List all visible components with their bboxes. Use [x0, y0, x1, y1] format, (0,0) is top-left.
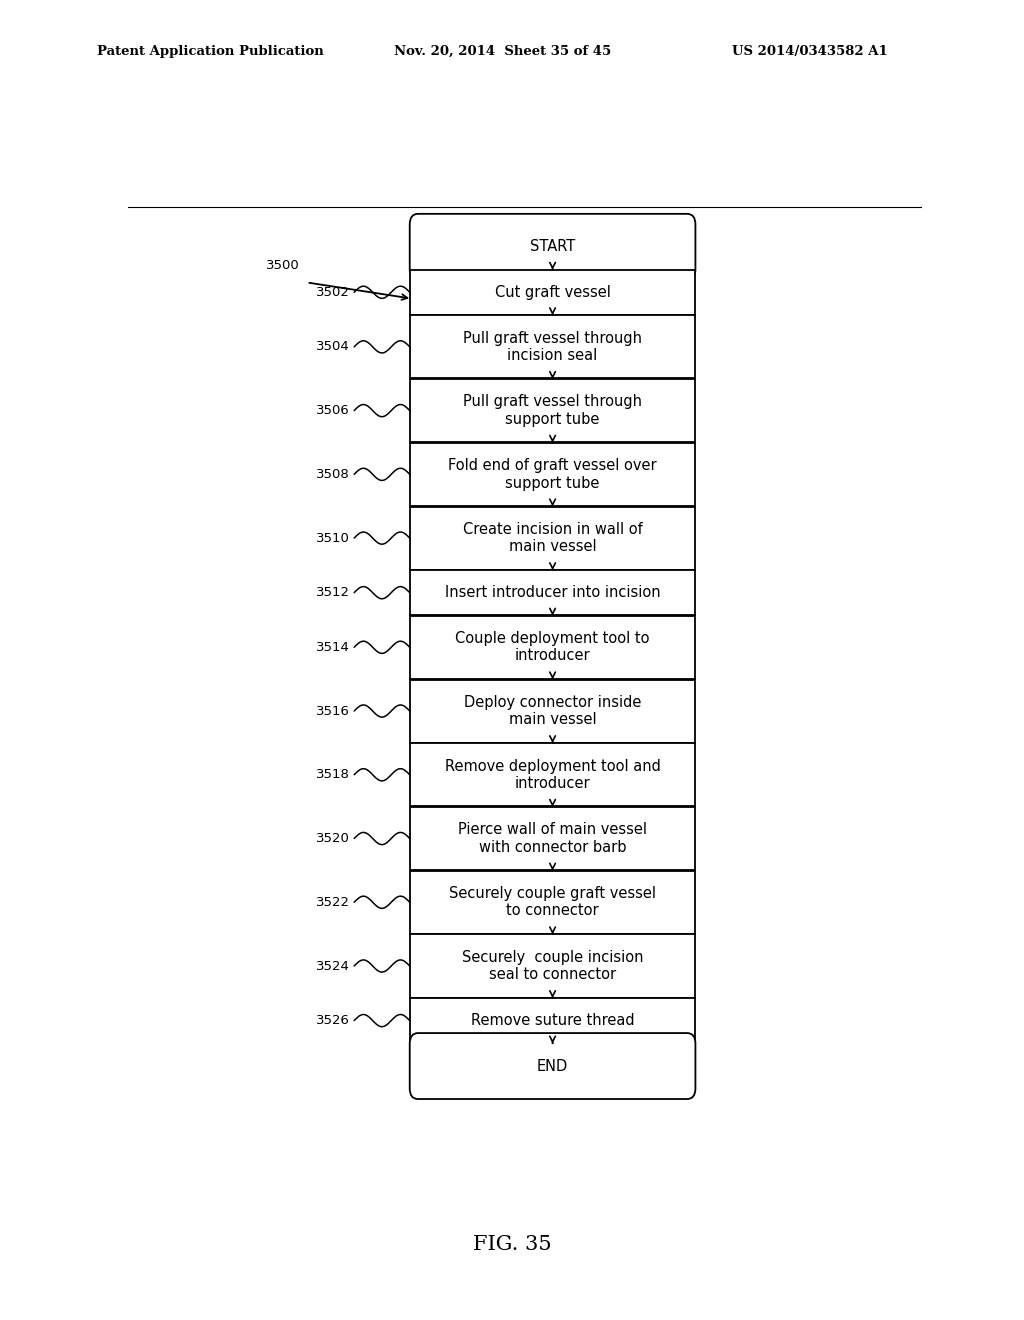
Bar — [410, 743, 695, 807]
Text: US 2014/0343582 A1: US 2014/0343582 A1 — [732, 45, 888, 58]
Bar — [410, 315, 695, 379]
Text: Cut graft vessel: Cut graft vessel — [495, 285, 610, 300]
Bar — [410, 570, 695, 615]
Text: Deploy connector inside
main vessel: Deploy connector inside main vessel — [464, 694, 641, 727]
Bar — [410, 998, 695, 1043]
FancyBboxPatch shape — [410, 1034, 695, 1100]
Text: 3518: 3518 — [316, 768, 350, 781]
Text: 3500: 3500 — [266, 259, 300, 272]
Text: Insert introducer into incision: Insert introducer into incision — [444, 585, 660, 601]
Text: 3512: 3512 — [316, 586, 350, 599]
Text: 3504: 3504 — [316, 341, 350, 354]
Bar — [410, 507, 695, 570]
FancyBboxPatch shape — [410, 214, 695, 280]
Text: 3524: 3524 — [316, 960, 350, 973]
Text: Pull graft vessel through
incision seal: Pull graft vessel through incision seal — [463, 331, 642, 363]
Text: Nov. 20, 2014  Sheet 35 of 45: Nov. 20, 2014 Sheet 35 of 45 — [394, 45, 611, 58]
Text: 3526: 3526 — [316, 1014, 350, 1027]
Text: 3514: 3514 — [316, 640, 350, 653]
Text: 3510: 3510 — [316, 532, 350, 545]
Text: 3522: 3522 — [316, 896, 350, 908]
Text: 3506: 3506 — [316, 404, 350, 417]
Text: FIG. 35: FIG. 35 — [473, 1236, 551, 1254]
Text: Pierce wall of main vessel
with connector barb: Pierce wall of main vessel with connecto… — [458, 822, 647, 855]
Text: START: START — [530, 239, 575, 255]
Text: 3508: 3508 — [316, 467, 350, 480]
Bar — [410, 379, 695, 442]
Text: Remove suture thread: Remove suture thread — [471, 1012, 635, 1028]
Bar — [410, 935, 695, 998]
Text: END: END — [537, 1059, 568, 1073]
Bar — [410, 442, 695, 506]
Text: Remove deployment tool and
introducer: Remove deployment tool and introducer — [444, 759, 660, 791]
Bar — [410, 807, 695, 870]
Text: 3502: 3502 — [316, 285, 350, 298]
Text: Pull graft vessel through
support tube: Pull graft vessel through support tube — [463, 395, 642, 426]
Text: Securely couple graft vessel
to connector: Securely couple graft vessel to connecto… — [450, 886, 656, 919]
Text: 3520: 3520 — [316, 832, 350, 845]
Text: Securely  couple incision
seal to connector: Securely couple incision seal to connect… — [462, 950, 643, 982]
Text: 3516: 3516 — [316, 705, 350, 718]
Bar — [410, 871, 695, 933]
Text: Fold end of graft vessel over
support tube: Fold end of graft vessel over support tu… — [449, 458, 656, 491]
Bar — [410, 269, 695, 314]
Text: Patent Application Publication: Patent Application Publication — [97, 45, 324, 58]
Text: Couple deployment tool to
introducer: Couple deployment tool to introducer — [456, 631, 650, 664]
Text: Create incision in wall of
main vessel: Create incision in wall of main vessel — [463, 521, 642, 554]
Bar — [410, 680, 695, 743]
Bar — [410, 615, 695, 678]
